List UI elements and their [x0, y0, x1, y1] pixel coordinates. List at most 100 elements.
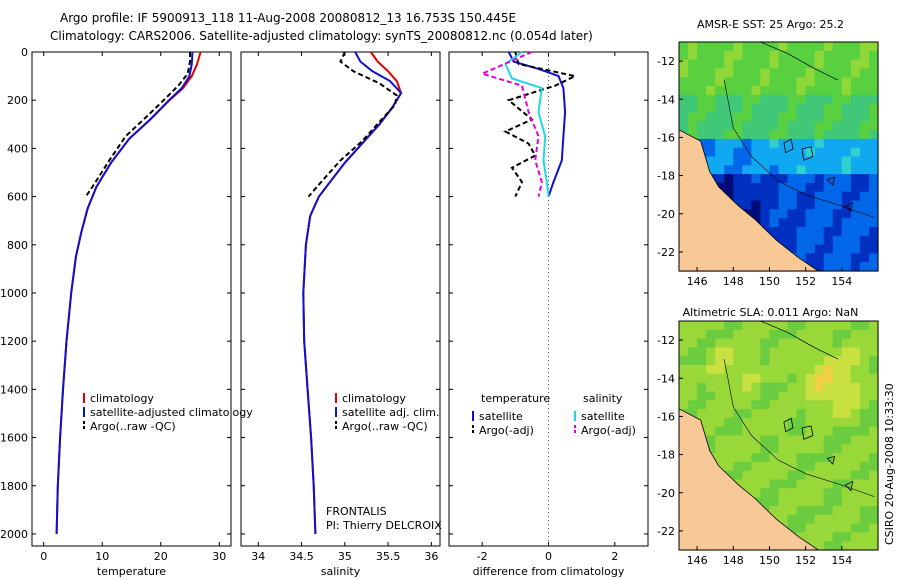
sst_map-cell	[841, 147, 852, 158]
sla_map-cell	[697, 356, 707, 366]
sla_map-cell	[724, 417, 734, 428]
sla_map-cell	[742, 382, 752, 393]
sst_map-cell	[769, 86, 780, 96]
sst_map-cell	[697, 86, 707, 96]
sst_map-cell	[814, 200, 825, 210]
sst_map-cell	[778, 68, 789, 78]
sla_map-cell	[869, 329, 879, 340]
sst_map-cell	[706, 42, 716, 52]
sla_map-cell	[850, 409, 861, 419]
sst_map-cell	[823, 68, 834, 78]
sla_map-cell	[787, 373, 798, 384]
sst_map-cell	[869, 50, 879, 61]
sst_map-cell	[841, 77, 852, 87]
sst_map-cell	[805, 235, 816, 246]
sst_map-cell	[859, 130, 870, 140]
sla_map-y-tick-label: -14	[657, 372, 675, 385]
sst_map-cell	[751, 42, 761, 52]
sla_map-cell	[778, 417, 789, 428]
sla_map-cell	[832, 444, 843, 454]
sst_map-cell	[751, 147, 761, 158]
sla_map-cell	[742, 321, 752, 331]
sst_map-cell	[859, 182, 870, 193]
sst_map-cell	[869, 191, 879, 202]
sst_map-cell	[706, 165, 716, 175]
sst_map-cell	[859, 50, 870, 61]
sst_map-cell	[742, 103, 752, 114]
sst_map-cell	[814, 147, 825, 158]
sst_map-cell	[715, 77, 725, 87]
sst_map-cell	[679, 112, 689, 122]
diff-legend-heading-temperature: temperature	[481, 392, 550, 405]
sla_map-cell	[751, 391, 761, 401]
sla_map-cell	[814, 329, 825, 340]
sst_map-cell	[832, 191, 843, 202]
sst_map-cell	[724, 68, 734, 78]
sla_map-cell	[733, 444, 743, 454]
temperature-x-tick-label: 0	[40, 550, 47, 563]
sst_map-cell	[814, 262, 825, 272]
sla_map-cell	[733, 356, 743, 366]
sst_map-cell	[751, 165, 761, 175]
sst_map-cell	[769, 165, 780, 175]
sla_map-cell	[697, 391, 707, 401]
sst_map-cell	[715, 121, 725, 131]
sst_map-cell	[778, 218, 789, 228]
sla_map-cell	[778, 514, 789, 525]
sla_map-cell	[823, 417, 834, 428]
sst_map-cell	[859, 244, 870, 254]
sla_map-cell	[841, 391, 852, 401]
sst_map-cell	[715, 103, 725, 114]
temperature-series-1	[55, 51, 194, 535]
sla_map-cell	[841, 461, 852, 472]
sst_map-cell	[859, 227, 870, 237]
sst_map-cell	[760, 121, 770, 131]
sst_map-cell	[787, 235, 798, 246]
sst_map-cell	[850, 68, 861, 78]
sst_map-cell	[778, 112, 789, 122]
sst_map-cell	[742, 86, 752, 96]
sla_map-cell	[724, 461, 734, 472]
sst_map-y-tick-label: -14	[657, 93, 675, 106]
sla_map-cell	[850, 532, 861, 542]
sst_map-cell	[850, 253, 861, 263]
sla_map-cell	[688, 329, 698, 340]
sla_map-cell	[751, 453, 761, 463]
sla_map-cell	[859, 373, 870, 384]
salinity-legend-label: satellite adj. clim.	[342, 406, 439, 419]
sla_map-cell	[724, 365, 734, 375]
sla_map-cell	[715, 356, 725, 366]
sst_map-cell	[814, 50, 825, 61]
sst_map-cell	[805, 218, 816, 228]
sst_map-cell	[742, 59, 752, 69]
diff-legend-label: satellite	[479, 410, 523, 423]
sst_map-cell	[869, 103, 879, 114]
sla_map-cell	[850, 479, 861, 489]
sst_map-cell	[859, 165, 870, 175]
sst_map-cell	[724, 130, 734, 140]
sst_map-cell	[859, 174, 870, 184]
sla_map-cell	[859, 532, 870, 542]
sla_map-cell	[814, 417, 825, 428]
salinity-legend-label: Argo(..raw -QC)	[342, 420, 428, 433]
sla_map-cell	[859, 514, 870, 525]
sst_map-cell	[814, 86, 825, 96]
sst_map-cell	[832, 77, 843, 87]
sla_map-cell	[778, 329, 789, 340]
sst_map-cell	[796, 130, 807, 140]
sla_map-cell	[751, 365, 761, 375]
sla_map-cell	[832, 488, 843, 498]
difference-x-tick-label: 2	[611, 550, 618, 563]
sla_map-cell	[742, 461, 752, 472]
sla_map-cell	[805, 417, 816, 428]
sst_map-cell	[841, 244, 852, 254]
sla_map-cell	[841, 382, 852, 393]
sst_map-cell	[823, 235, 834, 246]
sst_map-cell	[850, 191, 861, 202]
sst_map-cell	[796, 253, 807, 263]
sla_map-cell	[823, 470, 834, 481]
sst_map-cell	[778, 138, 789, 149]
sst_map-cell	[841, 218, 852, 228]
sla_map-cell	[787, 435, 798, 445]
